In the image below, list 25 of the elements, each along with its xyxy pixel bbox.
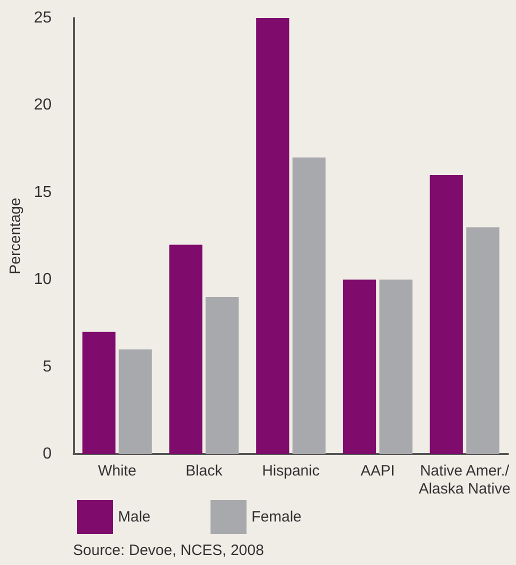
- x-tick-label: White: [98, 462, 136, 480]
- bar: [379, 280, 412, 454]
- source-note: Source: Devoe, NCES, 2008: [73, 542, 264, 559]
- x-tick-label: AAPI: [360, 462, 395, 480]
- y-tick-label: 5: [42, 358, 52, 376]
- bar: [342, 280, 376, 454]
- bar: [169, 244, 202, 454]
- y-tick-label: 15: [34, 184, 52, 201]
- bar: [466, 227, 500, 454]
- y-tick-label: 20: [34, 96, 52, 114]
- y-tick-label: 25: [34, 10, 52, 26]
- x-tick-label: Hispanic: [262, 462, 320, 480]
- y-tick-label: 0: [42, 446, 52, 462]
- bar: [292, 158, 326, 454]
- y-tick-label: 10: [34, 271, 52, 288]
- bar: [256, 18, 290, 454]
- bar: [206, 297, 239, 454]
- y-axis-title: Percentage: [7, 198, 24, 274]
- legend-label: Female: [252, 508, 302, 526]
- bar: [82, 332, 116, 454]
- legend-label: Male: [118, 508, 151, 526]
- x-tick-label: Native Amer./ Alaska Native: [418, 462, 510, 498]
- bar: [118, 349, 152, 454]
- x-tick-label: Black: [186, 462, 223, 480]
- bar: [430, 174, 463, 454]
